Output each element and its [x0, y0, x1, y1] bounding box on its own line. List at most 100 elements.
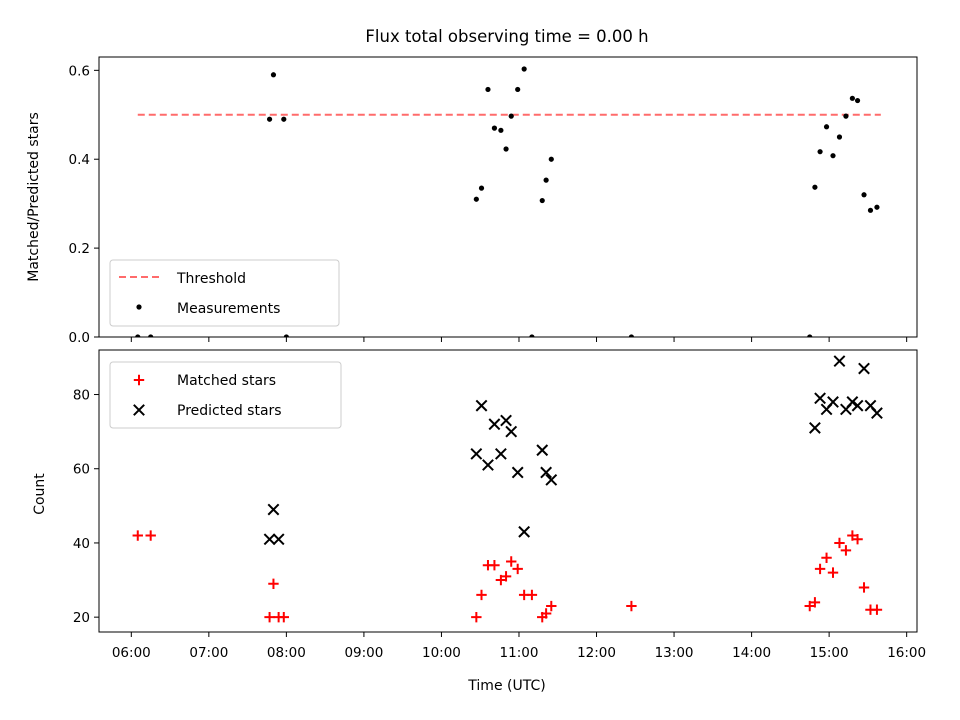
- measurement-point: [521, 66, 527, 72]
- legend-threshold-label: Threshold: [176, 271, 246, 287]
- legend-predicted-label: Predicted stars: [177, 403, 282, 419]
- matched-star-point: [526, 589, 538, 601]
- predicted-star-point: [518, 525, 531, 538]
- top-y-axis-label: Matched/Predicted stars: [26, 112, 42, 282]
- measurement-point: [498, 127, 504, 133]
- measurement-point: [830, 153, 836, 159]
- predicted-star-point: [851, 399, 864, 412]
- measurement-point: [817, 149, 823, 155]
- top-legend-box: [109, 259, 340, 327]
- x-axis-label: Time (UTC): [467, 678, 545, 694]
- predicted-star-point: [511, 466, 524, 479]
- predicted-star-point: [263, 533, 276, 546]
- predicted-star-point: [482, 459, 494, 471]
- x-tick-label: 14:00: [732, 645, 771, 661]
- matched-star-point: [546, 600, 557, 612]
- matched-star-point: [268, 578, 279, 589]
- predicted-star-point: [475, 399, 488, 412]
- measurement-point: [867, 207, 874, 213]
- top-y-tick-label: 0.0: [69, 330, 90, 346]
- predicted-star-point: [470, 447, 483, 460]
- matched-star-point: [626, 600, 637, 612]
- x-tick-label: 09:00: [344, 645, 383, 661]
- predicted-star-point: [505, 425, 518, 438]
- measurement-point: [148, 334, 154, 337]
- x-axis: 06:00 07:00 08:00 09:00 10:00 11:00 12:00 13:00…: [112, 632, 926, 661]
- matched-star-point: [132, 530, 143, 541]
- matched-star-point: [821, 552, 832, 563]
- measurement-point: [491, 125, 498, 131]
- top-panel: 0.0 0.2 0.4 0.6 Threshold Measurements: [69, 56, 918, 346]
- measurement-point: [628, 334, 635, 337]
- bottom-legend: Matched stars Predicted stars: [109, 361, 342, 429]
- x-tick-label: 16:00: [887, 645, 926, 661]
- predicted-star-point: [846, 396, 859, 408]
- matched-star-point: [506, 556, 517, 567]
- matched-star-point: [500, 571, 512, 582]
- matched-star-point: [809, 597, 821, 608]
- matched-star-point: [871, 604, 883, 615]
- top-y-tick-label: 0.4: [69, 152, 90, 168]
- legend-matched-label: Matched stars: [177, 373, 276, 389]
- predicted-star-point: [809, 422, 821, 434]
- bottom-y-tick-label: 20: [73, 610, 90, 626]
- x-tick-label: 12:00: [577, 645, 616, 661]
- measurement-point: [281, 116, 287, 122]
- predicted-star-point: [540, 466, 553, 479]
- predicted-star-point: [833, 355, 846, 368]
- predicted-star-point: [871, 407, 883, 419]
- predicted-star-point: [536, 444, 549, 457]
- measurements-series: [135, 66, 880, 337]
- measurement-point: [807, 334, 813, 337]
- matched-star-point: [145, 530, 156, 541]
- matched-star-point: [852, 534, 863, 545]
- matched-star-point: [278, 611, 289, 623]
- predicted-star-point: [267, 503, 280, 516]
- bottom-y-tick-label: 40: [73, 536, 90, 552]
- top-plot-frame: [98, 56, 918, 338]
- measurement-point: [270, 72, 277, 78]
- measurement-point: [548, 156, 554, 162]
- predicted-star-point: [494, 447, 507, 460]
- measurement-point: [849, 95, 855, 101]
- measurement-point: [874, 204, 880, 210]
- bottom-panel: 20 40 60 80 Matched stars Predicted stars: [73, 349, 918, 633]
- predicted-star-point: [488, 418, 501, 431]
- measurement-point: [843, 113, 849, 119]
- x-tick-label: 11:00: [500, 645, 539, 661]
- measurement-point: [543, 177, 549, 183]
- legend-matched-swatch: [133, 374, 145, 386]
- measurement-point: [812, 184, 818, 190]
- matched-star-point: [264, 611, 275, 623]
- measurement-point: [473, 196, 479, 202]
- bottom-plot-frame: [98, 349, 918, 633]
- predicted-star-point: [814, 392, 826, 405]
- matched-star-point: [476, 589, 487, 601]
- measurement-point: [266, 116, 273, 122]
- predicted-star-point: [272, 533, 285, 546]
- legend-predicted-swatch: [133, 404, 145, 416]
- matched-star-point: [840, 545, 852, 556]
- matched-star-point: [814, 563, 826, 575]
- matched-star-point: [512, 563, 523, 575]
- top-legend: Threshold Measurements: [109, 259, 340, 327]
- measurement-point: [861, 192, 867, 198]
- x-tick-label: 15:00: [810, 645, 849, 661]
- predicted-star-point: [500, 414, 512, 427]
- measurement-point: [283, 334, 289, 337]
- x-tick-label: 08:00: [267, 645, 306, 661]
- x-tick-label: 10:00: [422, 645, 461, 661]
- measurement-point: [836, 134, 843, 140]
- bottom-y-tick-label: 60: [73, 462, 90, 478]
- predicted-star-point: [545, 473, 558, 486]
- measurement-point: [539, 197, 545, 204]
- predicted-star-point: [858, 362, 870, 375]
- bottom-y-axis-label: Count: [32, 473, 48, 515]
- matched-star-point: [858, 582, 870, 593]
- top-y-tick-label: 0.6: [69, 63, 90, 79]
- chart-title: Flux total observing time = 0.00 h: [365, 27, 648, 46]
- x-tick-label: 07:00: [189, 645, 228, 661]
- matched-star-point: [834, 537, 845, 549]
- measurement-point: [485, 86, 491, 93]
